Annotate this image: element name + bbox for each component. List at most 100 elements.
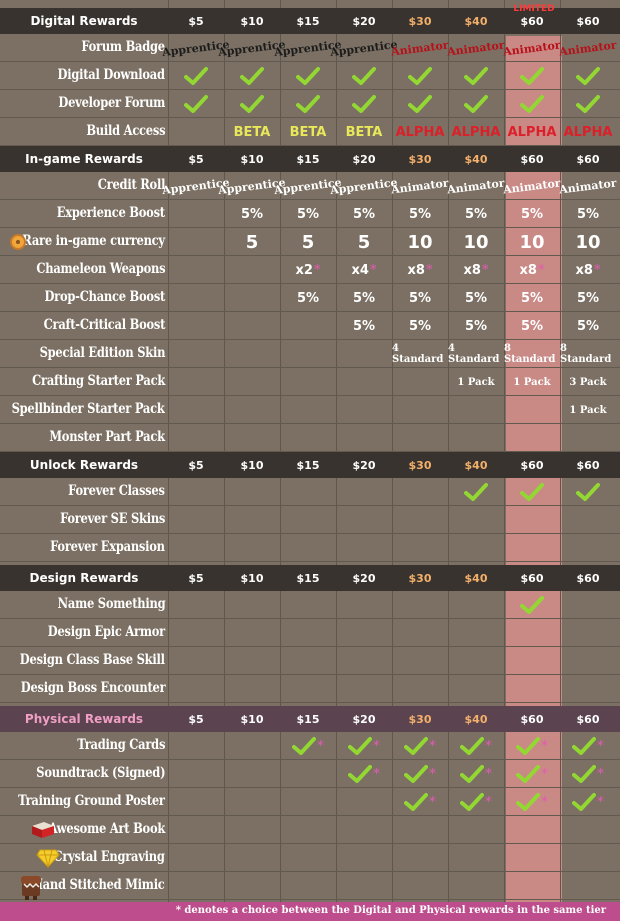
asterisk-mark: *: [373, 766, 380, 782]
row-divider: [0, 674, 620, 675]
reward-cell: x2 *: [280, 256, 336, 284]
cell-value: 5%: [296, 290, 320, 306]
tier-price: $60: [576, 153, 600, 166]
reward-cell: *: [392, 760, 448, 788]
tier-price: $40: [464, 572, 488, 585]
row-divider: [0, 283, 620, 284]
row-label: Forever Classes: [68, 483, 165, 499]
cell-value: ALPHA: [563, 124, 613, 140]
cell-value: 5%: [576, 318, 600, 334]
tier-price: $20: [352, 713, 376, 726]
asterisk-mark: *: [429, 794, 436, 810]
reward-cell: [336, 62, 392, 90]
asterisk-mark: *: [313, 262, 321, 278]
cell-value: 5%: [352, 290, 376, 306]
check-icon: [576, 67, 600, 85]
cell-value: x4: [351, 262, 369, 278]
reward-cell: Animator: [559, 34, 618, 62]
row-label: Awesome Art Book: [48, 821, 166, 837]
row-divider: [0, 311, 620, 312]
check-icon: [408, 67, 432, 85]
tier-price: $10: [240, 713, 264, 726]
cell-value: x8: [575, 262, 593, 278]
reward-cell: 1 Pack: [448, 368, 504, 396]
check-icon: [572, 765, 597, 783]
reward-cell: *: [448, 788, 504, 816]
reward-cell: x8 *: [560, 256, 616, 284]
reward-cell: [504, 478, 560, 506]
reward-cell: ALPHA: [448, 118, 504, 146]
row-divider: [0, 505, 620, 506]
row-label: Training Ground Poster: [18, 793, 165, 809]
asterisk-mark: *: [541, 738, 548, 754]
cell-value: 5%: [464, 206, 488, 222]
reward-cell: *: [560, 788, 616, 816]
reward-cell: [280, 90, 336, 118]
check-icon: [240, 67, 264, 85]
tier-price: $5: [188, 459, 204, 472]
cell-value: 5%: [520, 290, 544, 306]
reward-cell: Apprentice: [274, 34, 343, 62]
reward-cell: x8 *: [448, 256, 504, 284]
check-icon: [464, 95, 488, 113]
reward-cell: 5%: [336, 312, 392, 340]
tier-price: $15: [296, 153, 320, 166]
asterisk-mark: *: [597, 766, 604, 782]
row-divider: [0, 61, 620, 62]
reward-cell: 5%: [448, 200, 504, 228]
row-label: Developer Forum: [58, 95, 165, 111]
check-icon: [352, 95, 376, 113]
reward-cell: 8 Standard: [504, 340, 560, 368]
cell-value: 5%: [296, 206, 320, 222]
cell-value: 5%: [464, 290, 488, 306]
cell-value: ALPHA: [507, 124, 557, 140]
asterisk-mark: *: [425, 262, 433, 278]
asterisk-mark: *: [593, 262, 601, 278]
reward-cell: [448, 90, 504, 118]
asterisk-mark: *: [429, 738, 436, 754]
reward-cell: 5%: [392, 200, 448, 228]
tier-price: $10: [240, 15, 264, 28]
tier-price: $60: [520, 15, 544, 28]
cell-value: Animator: [446, 38, 506, 58]
asterisk-mark: *: [485, 794, 492, 810]
reward-cell: *: [336, 760, 392, 788]
cell-value: Animator: [390, 176, 450, 196]
reward-cell: 5%: [336, 200, 392, 228]
section-header: Physical Rewards $5 $10 $15 $20 $30 $40 $60 $60: [0, 706, 620, 732]
row-divider: [0, 843, 620, 844]
tier-price: $40: [464, 459, 488, 472]
coin-icon: [10, 234, 26, 250]
asterisk-mark: *: [597, 738, 604, 754]
reward-cell: ALPHA: [392, 118, 448, 146]
row-label: Crafting Starter Pack: [32, 373, 165, 389]
reward-cell: BETA: [224, 118, 280, 146]
row-label: Forever Expansion: [50, 539, 165, 555]
reward-cell: x8 *: [392, 256, 448, 284]
reward-cell: [280, 62, 336, 90]
reward-cell: 5%: [224, 200, 280, 228]
cell-value: x8: [519, 262, 537, 278]
cell-value: 10: [519, 231, 545, 253]
asterisk-mark: *: [597, 794, 604, 810]
cell-value: x8: [407, 262, 425, 278]
reward-cell: *: [392, 732, 448, 760]
cell-value: Animator: [502, 38, 562, 58]
footer-note: * denotes a choice between the Digital a…: [175, 905, 606, 916]
row-divider: [0, 423, 620, 424]
reward-cell: 5%: [448, 312, 504, 340]
check-icon: [464, 67, 488, 85]
reward-cell: 5: [224, 228, 280, 256]
check-icon: [516, 793, 541, 811]
tier-price: $60: [576, 459, 600, 472]
tier-price: $60: [576, 15, 600, 28]
reward-cell: 5%: [504, 284, 560, 312]
cell-value: Animator: [558, 176, 618, 196]
reward-cell: 1 Pack: [560, 396, 616, 424]
reward-cell: *: [504, 760, 560, 788]
row-label: Design Class Base Skill: [20, 652, 165, 668]
cell-value: ALPHA: [451, 124, 501, 140]
cell-value: 10: [463, 231, 489, 253]
row-label: Hand Stitched Mimic: [32, 877, 166, 893]
reward-cell: [168, 90, 224, 118]
